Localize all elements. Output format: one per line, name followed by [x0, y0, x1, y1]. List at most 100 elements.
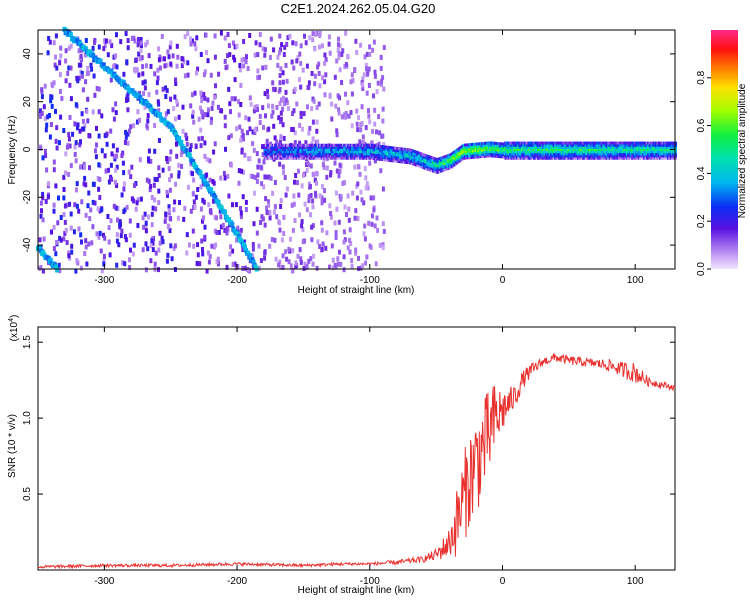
central-band-cell: [640, 148, 643, 152]
central-band-cell: [665, 154, 668, 158]
noise-cell: [284, 89, 288, 95]
central-band-cell: [533, 152, 535, 156]
central-band-cell: [349, 148, 352, 152]
central-band-cell: [538, 143, 541, 147]
central-band-cell: [365, 154, 368, 158]
central-band-cell: [361, 145, 364, 149]
central-band-cell: [412, 151, 415, 155]
central-band-cell: [525, 148, 527, 152]
central-band-cell: [518, 152, 521, 156]
noise-cell: [133, 68, 137, 74]
central-band-cell: [521, 150, 524, 154]
central-band-cell: [264, 156, 267, 160]
central-band-cell: [511, 154, 514, 158]
central-band-cell: [615, 148, 618, 152]
central-band-cell: [592, 156, 595, 160]
central-band-cell: [639, 141, 642, 145]
diagonal-line-cell: [213, 195, 218, 200]
central-band-cell: [631, 150, 634, 154]
noise-cell: [350, 91, 354, 97]
noise-cell: [367, 113, 371, 119]
central-band-cell: [377, 153, 380, 157]
central-band-cell: [452, 164, 455, 168]
central-band-cell: [538, 154, 541, 158]
central-band-cell: [298, 145, 301, 149]
central-band-cell: [592, 154, 595, 158]
central-band-cell: [308, 154, 311, 158]
central-band-cell: [449, 164, 452, 168]
central-band-cell: [607, 145, 610, 149]
noise-cell: [123, 234, 127, 240]
heatmap-y-axis-label: Frequency (Hz): [7, 116, 18, 185]
noise-cell: [219, 214, 223, 220]
central-band-cell: [509, 150, 512, 154]
noise-cell: [303, 201, 307, 207]
central-band-cell: [292, 145, 295, 149]
central-band-cell: [433, 159, 436, 163]
noise-cell: [214, 83, 217, 89]
central-band-cell: [554, 145, 557, 149]
noise-cell: [309, 163, 313, 169]
central-band-cell: [383, 151, 385, 155]
noise-cell: [373, 121, 377, 127]
noise-cell: [161, 86, 165, 92]
noise-cell: [149, 243, 153, 249]
noise-cell: [44, 153, 48, 159]
noise-cell: [80, 111, 84, 117]
noise-cell: [111, 143, 115, 149]
x-tick-label: 0: [500, 576, 506, 587]
central-band-cell: [525, 154, 527, 158]
central-band-cell: [499, 144, 502, 148]
noise-cell: [261, 46, 265, 52]
central-band-cell: [625, 145, 628, 149]
noise-cell: [98, 208, 102, 214]
noise-cell: [199, 206, 203, 212]
central-band-cell: [352, 156, 355, 160]
noise-cell: [344, 114, 347, 120]
central-band-cell: [383, 156, 385, 160]
central-band-cell: [633, 154, 636, 158]
central-band-cell: [537, 154, 539, 158]
central-band-cell: [612, 156, 615, 160]
noise-cell: [309, 256, 313, 262]
noise-cell: [128, 232, 132, 238]
central-band-cell: [583, 143, 586, 147]
x-tick-label: 100: [627, 576, 644, 587]
noise-cell: [278, 100, 282, 106]
noise-cell: [331, 257, 335, 263]
central-band-cell: [323, 154, 326, 158]
noise-cell: [334, 190, 338, 196]
central-band-cell: [644, 145, 647, 149]
noise-cell: [252, 147, 256, 153]
central-band-cell: [434, 164, 437, 168]
noise-cell: [364, 62, 368, 68]
central-band-cell: [615, 143, 618, 147]
central-band-cell: [514, 145, 517, 149]
noise-cell: [43, 116, 47, 122]
noise-cell: [137, 36, 140, 42]
central-band-cell: [560, 156, 563, 160]
noise-cell: [125, 97, 128, 103]
central-band-cell: [263, 156, 266, 160]
central-band-cell: [562, 143, 565, 147]
central-band-cell: [404, 158, 407, 162]
central-band-cell: [671, 154, 673, 158]
central-band-cell: [284, 148, 287, 152]
central-band-cell: [621, 145, 624, 149]
central-band-cell: [422, 155, 425, 159]
central-band-cell: [494, 152, 497, 156]
central-band-cell: [391, 152, 393, 156]
noise-cell: [62, 195, 66, 201]
central-band-cell: [291, 150, 294, 154]
central-band-cell: [391, 157, 393, 161]
x-tick-label: -300: [94, 275, 114, 286]
central-band-cell: [264, 143, 267, 147]
central-band-cell: [380, 153, 383, 157]
noise-cell: [87, 133, 91, 138]
noise-cell: [199, 184, 203, 190]
noise-cell: [172, 207, 176, 213]
noise-cell: [74, 140, 78, 146]
central-band-cell: [446, 158, 449, 162]
central-band-cell: [513, 148, 516, 152]
noise-cell: [112, 116, 116, 122]
